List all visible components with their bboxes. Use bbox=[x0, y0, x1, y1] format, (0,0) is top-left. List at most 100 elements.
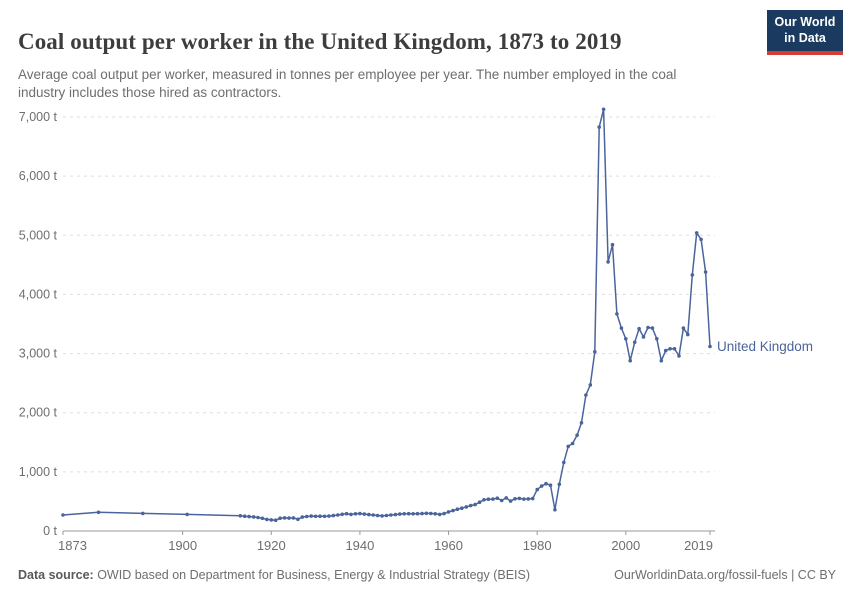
data-point-marker[interactable] bbox=[291, 516, 296, 520]
data-point-marker[interactable] bbox=[313, 514, 318, 519]
data-point-marker[interactable] bbox=[668, 347, 672, 351]
data-point-marker[interactable] bbox=[389, 513, 393, 517]
data-point-marker[interactable] bbox=[446, 510, 451, 514]
data-point-marker[interactable] bbox=[300, 515, 305, 519]
data-point-marker[interactable] bbox=[247, 514, 251, 519]
data-point-marker[interactable] bbox=[597, 125, 601, 129]
data-point-marker[interactable] bbox=[477, 500, 482, 505]
data-point-marker[interactable] bbox=[415, 511, 420, 516]
data-point-marker[interactable] bbox=[278, 516, 282, 520]
data-point-marker[interactable] bbox=[318, 514, 322, 518]
data-point-marker[interactable] bbox=[579, 421, 584, 425]
data-point-marker[interactable] bbox=[641, 335, 646, 339]
data-point-marker[interactable] bbox=[433, 512, 438, 516]
data-point-marker[interactable] bbox=[703, 270, 708, 274]
data-point-marker[interactable] bbox=[619, 326, 624, 330]
data-point-marker[interactable] bbox=[553, 507, 557, 512]
data-point-marker[interactable] bbox=[681, 326, 686, 330]
data-point-marker[interactable] bbox=[575, 433, 579, 438]
data-point-marker[interactable] bbox=[393, 512, 398, 517]
data-point-marker[interactable] bbox=[544, 481, 548, 486]
data-point-marker[interactable] bbox=[344, 511, 349, 516]
data-point-marker[interactable] bbox=[473, 502, 477, 507]
data-point-marker[interactable] bbox=[663, 348, 668, 353]
data-point-marker[interactable] bbox=[256, 515, 260, 520]
data-point-marker[interactable] bbox=[513, 497, 517, 501]
data-point-marker[interactable] bbox=[185, 512, 189, 517]
data-point-marker[interactable] bbox=[367, 512, 371, 517]
owid-url-link[interactable]: OurWorldinData.org/fossil-fuels bbox=[614, 568, 788, 582]
data-point-marker[interactable] bbox=[539, 484, 544, 488]
data-point-marker[interactable] bbox=[593, 350, 597, 354]
data-point-marker[interactable] bbox=[708, 344, 712, 349]
data-point-marker[interactable] bbox=[353, 512, 358, 516]
data-point-marker[interactable] bbox=[486, 497, 491, 502]
data-point-marker[interactable] bbox=[499, 498, 504, 503]
data-point-marker[interactable] bbox=[495, 496, 500, 501]
data-point-marker[interactable] bbox=[464, 505, 469, 509]
data-point-marker[interactable] bbox=[398, 512, 402, 516]
data-point-marker[interactable] bbox=[455, 507, 460, 512]
data-point-marker[interactable] bbox=[491, 497, 495, 501]
data-point-marker[interactable] bbox=[451, 508, 455, 513]
data-point-marker[interactable] bbox=[442, 511, 446, 516]
data-point-marker[interactable] bbox=[340, 512, 345, 517]
data-point-marker[interactable] bbox=[672, 347, 677, 351]
data-point-marker[interactable] bbox=[468, 503, 473, 508]
data-point-marker[interactable] bbox=[238, 514, 243, 518]
data-point-marker[interactable] bbox=[632, 340, 637, 345]
data-point-marker[interactable] bbox=[677, 354, 681, 358]
data-point-marker[interactable] bbox=[548, 483, 553, 488]
data-point-marker[interactable] bbox=[535, 487, 539, 492]
data-point-marker[interactable] bbox=[637, 326, 641, 331]
data-point-marker[interactable] bbox=[242, 514, 247, 518]
data-point-marker[interactable] bbox=[562, 460, 566, 465]
data-point-marker[interactable] bbox=[557, 482, 562, 487]
data-point-marker[interactable] bbox=[624, 337, 628, 341]
data-point-marker[interactable] bbox=[61, 513, 65, 517]
data-point-marker[interactable] bbox=[380, 514, 384, 518]
data-point-marker[interactable] bbox=[251, 515, 256, 519]
data-point-marker[interactable] bbox=[260, 516, 265, 521]
data-point-marker[interactable] bbox=[686, 332, 690, 337]
data-point-marker[interactable] bbox=[411, 512, 415, 516]
data-point-marker[interactable] bbox=[273, 518, 278, 522]
data-point-marker[interactable] bbox=[349, 512, 353, 517]
data-point-marker[interactable] bbox=[336, 513, 340, 517]
data-point-marker[interactable] bbox=[402, 512, 407, 516]
data-point-marker[interactable] bbox=[601, 107, 606, 112]
data-point-marker[interactable] bbox=[96, 510, 101, 515]
data-point-marker[interactable] bbox=[628, 358, 632, 363]
data-point-marker[interactable] bbox=[362, 512, 367, 516]
data-point-marker[interactable] bbox=[659, 358, 664, 363]
data-point-marker[interactable] bbox=[296, 517, 300, 522]
data-point-marker[interactable] bbox=[508, 499, 513, 503]
data-point-marker[interactable] bbox=[287, 516, 291, 520]
data-point-marker[interactable] bbox=[504, 496, 509, 500]
data-point-marker[interactable] bbox=[265, 517, 269, 522]
data-point-marker[interactable] bbox=[690, 273, 695, 277]
data-point-marker[interactable] bbox=[522, 497, 526, 501]
data-point-marker[interactable] bbox=[655, 337, 659, 341]
data-point-marker[interactable] bbox=[606, 260, 610, 264]
data-point-marker[interactable] bbox=[304, 514, 309, 519]
data-point-marker[interactable] bbox=[615, 312, 619, 316]
data-point-marker[interactable] bbox=[460, 506, 464, 511]
data-point-marker[interactable] bbox=[424, 511, 429, 516]
data-point-marker[interactable] bbox=[420, 511, 424, 516]
data-point-marker[interactable] bbox=[437, 512, 442, 517]
data-point-marker[interactable] bbox=[646, 325, 650, 330]
data-point-marker[interactable] bbox=[526, 497, 531, 501]
data-point-marker[interactable] bbox=[331, 513, 336, 518]
data-point-marker[interactable] bbox=[269, 518, 274, 522]
data-point-marker[interactable] bbox=[530, 496, 535, 501]
data-point-marker[interactable] bbox=[517, 496, 522, 501]
data-point-marker[interactable] bbox=[699, 237, 703, 242]
data-point-marker[interactable] bbox=[327, 514, 331, 518]
data-point-marker[interactable] bbox=[282, 516, 287, 520]
data-point-marker[interactable] bbox=[322, 514, 327, 519]
data-point-marker[interactable] bbox=[358, 511, 362, 516]
data-point-marker[interactable] bbox=[584, 393, 588, 397]
data-point-marker[interactable] bbox=[371, 513, 376, 517]
data-point-marker[interactable] bbox=[384, 513, 389, 518]
